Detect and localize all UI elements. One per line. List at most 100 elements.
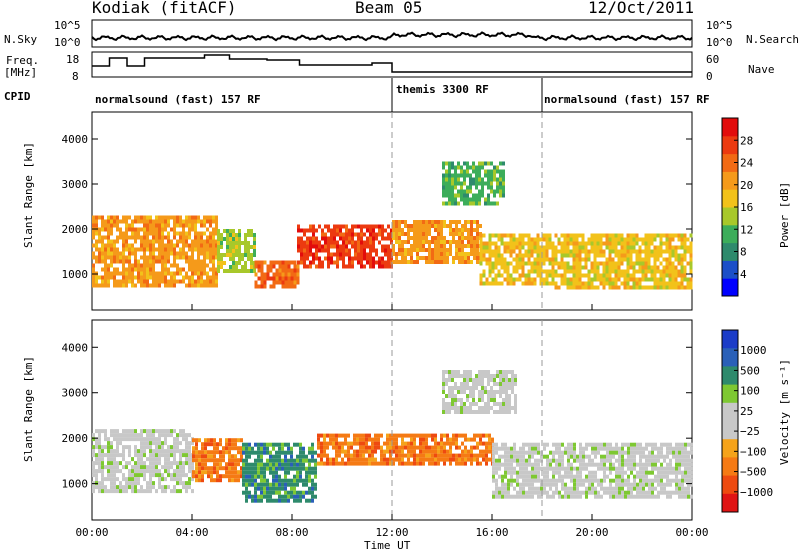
velocity-cell bbox=[395, 453, 398, 458]
velocity-cell bbox=[140, 489, 143, 494]
power-cell bbox=[209, 255, 212, 260]
power-cell bbox=[378, 264, 381, 269]
velocity-cell bbox=[167, 445, 170, 450]
velocity-cell bbox=[672, 470, 675, 475]
velocity-cell bbox=[434, 457, 437, 462]
power-cell bbox=[499, 161, 502, 166]
power-cell bbox=[683, 273, 687, 278]
power-cell bbox=[457, 165, 460, 170]
power-cell bbox=[306, 228, 309, 233]
velocity-cell bbox=[499, 386, 502, 390]
power-cell bbox=[437, 220, 440, 224]
velocity-cell bbox=[272, 486, 275, 491]
power-cell bbox=[494, 233, 498, 238]
velocity-cell bbox=[359, 441, 362, 446]
power-cell bbox=[497, 281, 501, 286]
velocity-cell bbox=[287, 494, 290, 499]
velocity-cell bbox=[543, 446, 546, 451]
power-cell bbox=[173, 255, 176, 260]
power-cell bbox=[530, 265, 534, 270]
velocity-cell bbox=[615, 486, 618, 491]
power-cell bbox=[449, 244, 452, 248]
power-cell bbox=[467, 252, 470, 256]
power-cell bbox=[363, 240, 366, 245]
power-cell bbox=[95, 243, 98, 248]
velocity-cell bbox=[275, 474, 278, 479]
power-cell bbox=[179, 215, 182, 220]
velocity-cell bbox=[176, 473, 179, 478]
power-cell bbox=[360, 256, 363, 261]
power-cell bbox=[342, 264, 345, 269]
power-cell bbox=[321, 228, 324, 233]
velocity-cell bbox=[464, 437, 467, 442]
velocity-cell bbox=[353, 437, 356, 442]
velocity-cell bbox=[242, 462, 245, 467]
power-cell bbox=[140, 227, 143, 232]
velocity-cell bbox=[457, 390, 460, 394]
power-cell bbox=[572, 249, 576, 254]
power-cell bbox=[185, 235, 188, 240]
power-cell bbox=[416, 256, 419, 260]
velocity-cell bbox=[484, 374, 487, 378]
power-cell bbox=[372, 232, 375, 237]
velocity-cell bbox=[131, 465, 134, 470]
power-cell bbox=[293, 276, 297, 281]
velocity-cell bbox=[228, 466, 231, 471]
power-cell bbox=[318, 260, 321, 265]
velocity-cell bbox=[389, 449, 392, 454]
power-cell bbox=[387, 252, 390, 257]
velocity-cell bbox=[216, 442, 219, 447]
velocity-cell bbox=[567, 474, 570, 479]
power-cell bbox=[134, 263, 137, 268]
power-cell bbox=[404, 252, 407, 256]
power-cell bbox=[496, 169, 499, 174]
velocity-cell bbox=[332, 437, 335, 442]
power-cell bbox=[416, 224, 419, 228]
velocity-cell bbox=[231, 454, 234, 459]
power-cell bbox=[475, 197, 478, 202]
power-cell bbox=[351, 224, 354, 229]
power-cell bbox=[206, 279, 209, 284]
power-cell bbox=[686, 277, 690, 282]
power-cell bbox=[659, 261, 663, 266]
velocity-cell bbox=[137, 437, 140, 442]
power-cell bbox=[254, 280, 258, 285]
velocity-cell bbox=[594, 446, 597, 451]
velocity-cell bbox=[561, 462, 564, 467]
power-cell bbox=[395, 220, 398, 224]
power-cell bbox=[297, 240, 300, 245]
velocity-cell bbox=[254, 482, 257, 487]
velocity-cell bbox=[356, 461, 359, 466]
power-cell bbox=[626, 245, 630, 250]
velocity-cell bbox=[470, 457, 473, 462]
power-cell bbox=[530, 277, 534, 282]
power-cell bbox=[659, 241, 663, 246]
velocity-cell bbox=[143, 477, 146, 482]
velocity-cell bbox=[484, 386, 487, 390]
velocity-cell bbox=[198, 466, 201, 471]
velocity-cell bbox=[311, 478, 314, 483]
power-cell bbox=[125, 283, 128, 288]
power-cell bbox=[554, 249, 558, 254]
velocity-cell bbox=[576, 478, 579, 483]
velocity-cell bbox=[472, 382, 475, 386]
velocity-cell bbox=[98, 465, 101, 470]
velocity-cell bbox=[678, 490, 681, 495]
velocity-cell bbox=[269, 470, 272, 475]
velocity-cell bbox=[272, 474, 275, 479]
power-cell bbox=[466, 165, 469, 170]
power-cell bbox=[461, 236, 464, 240]
velocity-cell bbox=[621, 462, 624, 467]
velocity-cell bbox=[167, 433, 170, 438]
power-cell bbox=[146, 279, 149, 284]
power-cell bbox=[638, 277, 642, 282]
power-cell bbox=[476, 244, 479, 248]
power-cell bbox=[164, 235, 167, 240]
velocity-cell bbox=[502, 398, 505, 402]
power-cell bbox=[548, 245, 552, 250]
velocity-cell bbox=[137, 457, 140, 462]
power-cell bbox=[668, 245, 672, 250]
power-cell bbox=[158, 247, 161, 252]
velocity-cell bbox=[371, 441, 374, 446]
x-tick-label: 20:00 bbox=[575, 526, 608, 539]
